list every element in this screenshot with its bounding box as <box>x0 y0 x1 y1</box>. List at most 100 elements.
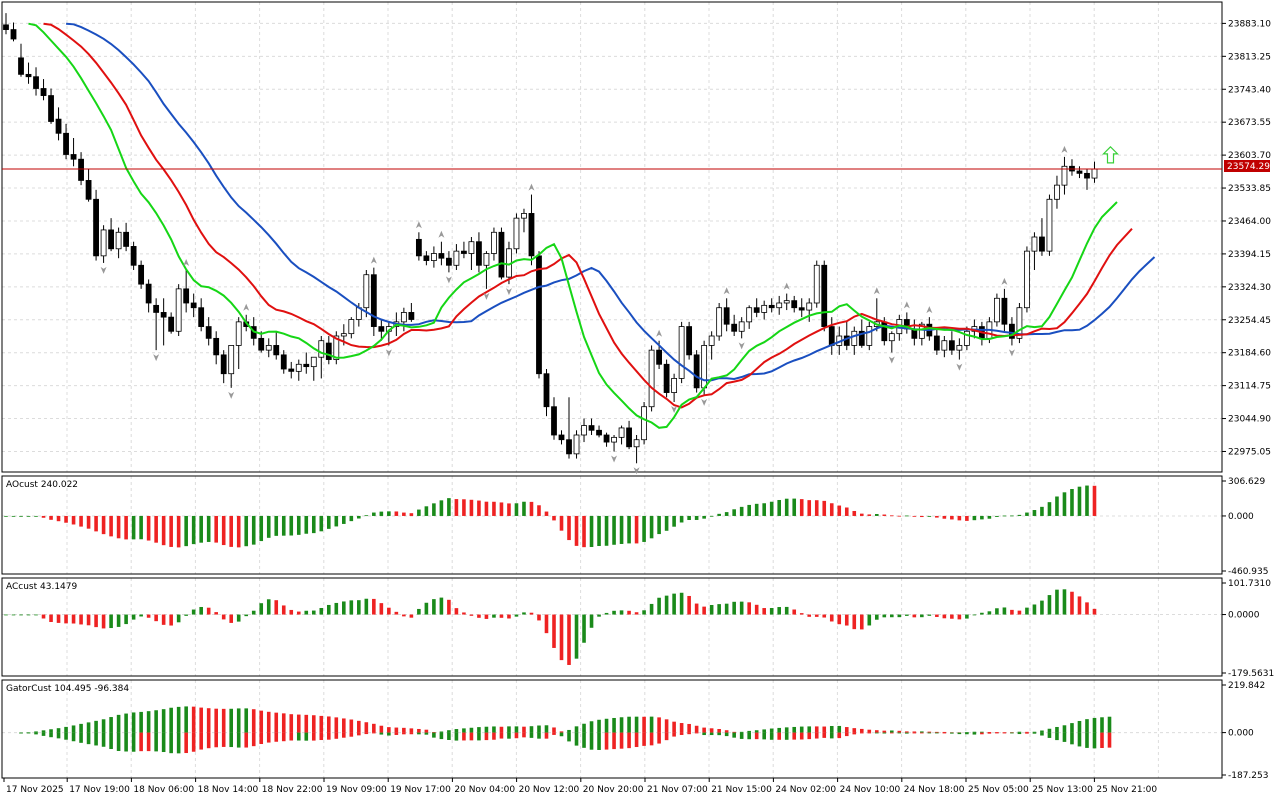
gator-up-bar <box>281 713 286 733</box>
gator-up-bar <box>709 728 714 733</box>
gator-up-bar <box>492 726 496 733</box>
ac-bar <box>724 603 729 615</box>
gator-down-bar <box>289 732 294 741</box>
candle-bull <box>1031 236 1038 252</box>
ac-bar <box>1085 602 1089 615</box>
price-tick-label: 23114.75 <box>1228 382 1271 392</box>
gator-up-bar <box>995 732 999 733</box>
candle-bull <box>963 330 970 346</box>
gator-up-bar <box>289 714 294 733</box>
ao-bar <box>462 499 466 516</box>
gator-up-bar <box>484 726 489 733</box>
candle-bear <box>626 427 632 448</box>
ac-bar <box>26 614 31 616</box>
price-tick-label: 23813.25 <box>1228 52 1271 62</box>
ao-bar <box>604 515 609 546</box>
ac-bar <box>94 614 98 628</box>
gator-down-bar <box>604 732 609 750</box>
ac-bar <box>544 614 549 634</box>
candle-bull <box>701 345 708 389</box>
gator-up-bar <box>236 708 241 733</box>
gator-up-bar <box>1055 726 1059 733</box>
time-tick-label: 20 Nov 04:00 <box>454 785 515 795</box>
fractal-down-icon <box>633 467 640 475</box>
candle-bull <box>1016 307 1023 339</box>
fractal-up-icon <box>528 183 535 191</box>
gator-up-bar <box>364 722 369 733</box>
ao-bar <box>319 515 324 532</box>
candle-bull <box>888 333 895 342</box>
ac-bar <box>769 608 774 615</box>
ac-bar <box>56 614 61 623</box>
ao-bar <box>1085 485 1089 516</box>
gator-down-bar <box>784 732 789 740</box>
ao-bar <box>642 515 646 542</box>
gator-up-bar <box>71 725 76 733</box>
candle-bear <box>415 238 422 257</box>
fractal-down-icon <box>701 398 708 406</box>
ao-bar <box>995 515 999 517</box>
gator-up-bar <box>657 717 661 733</box>
candle-bear <box>288 368 295 372</box>
gator-up-bar <box>769 728 774 733</box>
gator-down-bar <box>244 732 249 748</box>
ac-bar <box>169 614 173 626</box>
gator-up-bar <box>372 723 376 733</box>
gator-up-bar <box>1040 730 1044 733</box>
ac-bar <box>274 600 279 615</box>
candle-bull <box>235 321 242 346</box>
ao-bar <box>829 503 834 516</box>
gator-down-bar <box>1040 732 1044 736</box>
ao-bar <box>499 502 504 516</box>
indicator-tick-label: 0.0000 <box>1228 611 1260 621</box>
time-tick-label: 19 Nov 09:00 <box>326 785 387 795</box>
ac-bar <box>604 612 609 615</box>
gator-up-bar <box>94 720 98 733</box>
gator-down-bar <box>717 732 721 736</box>
gator-down-bar <box>184 732 188 754</box>
candle-bear <box>303 363 310 368</box>
candle-bear <box>258 337 265 351</box>
candle-bull <box>521 213 527 219</box>
candle-bull <box>618 427 625 438</box>
ao-bar <box>649 515 654 539</box>
gator-down-bar <box>627 732 631 749</box>
gator-up-bar <box>589 721 594 733</box>
ao-bar <box>41 515 46 518</box>
ac-bar <box>387 607 391 615</box>
ao-bar <box>64 515 68 523</box>
gator-up-bar <box>357 720 361 733</box>
gator-down-bar <box>1062 732 1067 742</box>
gator-down-bar <box>859 732 864 734</box>
candle-bear <box>190 302 197 309</box>
gator-up-bar <box>702 727 706 733</box>
gator-up-bar <box>965 732 969 733</box>
gator-up-bar <box>379 725 384 733</box>
candle-bull <box>641 406 647 441</box>
gator-up-bar <box>199 707 203 733</box>
gator-up-bar <box>221 708 226 733</box>
ac-bar <box>920 614 924 618</box>
indicator-tick-label: -460.935 <box>1228 567 1268 577</box>
candle-bear <box>123 231 130 247</box>
ac-bar <box>1032 604 1037 615</box>
ao-bar <box>4 515 8 517</box>
gator-down-bar <box>124 732 128 752</box>
ac-bar <box>1055 589 1059 615</box>
gator-up-bar <box>634 716 639 733</box>
gator-down-bar <box>619 732 624 749</box>
gator-down-bar <box>439 732 444 740</box>
gator-down-bar <box>364 732 369 735</box>
ac-bar <box>131 614 136 620</box>
gator-up-bar <box>1085 719 1089 733</box>
ac-bar <box>101 614 106 629</box>
gator-up-bar <box>229 708 234 733</box>
ao-bar <box>259 515 264 542</box>
gator-up-bar <box>859 728 864 733</box>
gator-up-bar <box>837 725 842 733</box>
gator-up-bar <box>522 726 526 733</box>
ao-bar <box>679 515 684 523</box>
ac-bar <box>874 614 879 620</box>
